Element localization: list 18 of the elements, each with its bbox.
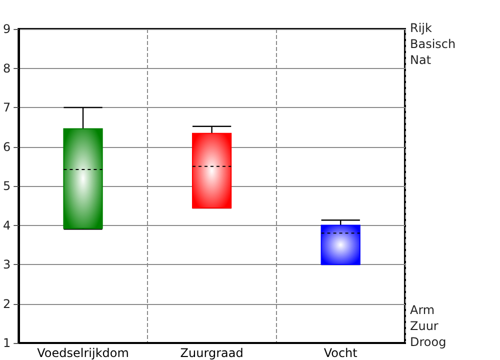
text: Rijk: [410, 21, 432, 35]
text: Basisch: [410, 37, 456, 51]
text: Droog: [410, 335, 446, 349]
y-tick-label: 2: [2, 296, 11, 311]
x-tick-label: Zuurgraad: [180, 346, 244, 360]
text: Nat: [410, 53, 432, 67]
x-tick-label: Voedselrijkdom: [37, 346, 129, 360]
x-tick-label: Vocht: [324, 346, 358, 360]
y-tick-label: 6: [2, 140, 11, 154]
y-tick-label: 1: [2, 336, 11, 350]
y-tick-label: 4: [2, 218, 11, 232]
y-tick-label: 8: [2, 61, 11, 76]
y-tick-label: 7: [2, 100, 11, 114]
y-tick-label: 9: [2, 22, 11, 36]
y-tick-label: 5: [2, 179, 11, 193]
text: Arm: [410, 303, 435, 317]
y-tick-label: 3: [2, 258, 11, 272]
text: Zuur: [410, 319, 438, 333]
